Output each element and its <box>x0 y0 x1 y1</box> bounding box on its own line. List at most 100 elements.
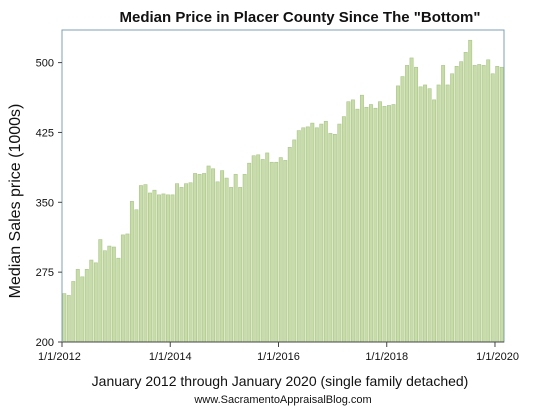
bar <box>125 233 130 343</box>
bar <box>301 127 306 343</box>
bar <box>107 245 112 343</box>
bar <box>129 201 134 343</box>
x-tick-label: 1/1/2016 <box>257 351 300 363</box>
bar <box>188 182 193 343</box>
bar <box>265 152 270 343</box>
bar <box>260 159 265 343</box>
bar <box>287 147 292 343</box>
bar <box>138 185 143 343</box>
bar <box>66 295 71 343</box>
bar <box>283 160 288 343</box>
bar <box>251 155 256 343</box>
bar <box>350 99 355 343</box>
bar <box>337 123 342 343</box>
bar <box>215 181 220 343</box>
bar <box>184 183 188 343</box>
bar <box>152 189 157 343</box>
bar <box>75 269 80 343</box>
bar <box>486 59 491 343</box>
bar <box>102 250 107 343</box>
bar <box>305 126 310 343</box>
bar <box>387 105 391 343</box>
bar <box>269 161 274 343</box>
bar <box>382 106 387 343</box>
bar <box>332 134 337 343</box>
bar <box>89 259 94 343</box>
y-tick-label: 500 <box>36 58 54 70</box>
y-tick-label: 275 <box>36 267 54 279</box>
bar <box>202 173 207 343</box>
chart-title: Median Price in Placer County Since The … <box>120 9 481 26</box>
bar <box>396 85 400 343</box>
bar <box>224 177 229 343</box>
bar <box>477 64 482 343</box>
bar <box>454 66 459 343</box>
bar <box>71 281 76 343</box>
bar <box>346 101 351 343</box>
bar <box>116 257 121 343</box>
bar <box>368 104 373 343</box>
bar <box>359 94 364 343</box>
bar <box>80 276 85 343</box>
bar <box>197 174 202 343</box>
bar <box>499 66 504 343</box>
bar <box>314 127 319 343</box>
bar <box>161 193 166 343</box>
bar <box>481 65 486 343</box>
bar <box>427 88 432 343</box>
bar <box>441 65 446 343</box>
bar <box>323 120 328 343</box>
bar <box>256 154 261 343</box>
bar <box>459 61 464 343</box>
bar <box>147 192 152 343</box>
bar <box>495 66 500 343</box>
bar <box>418 86 423 343</box>
bar <box>166 194 170 343</box>
bar <box>175 183 179 343</box>
y-axis-ticks: 200 275 350 425 500 <box>36 58 62 349</box>
bar <box>373 107 378 343</box>
x-tick-label: 1/1/2018 <box>365 351 408 363</box>
bar <box>445 84 450 343</box>
bar <box>400 76 405 343</box>
x-tick-label: 1/1/2014 <box>149 351 192 363</box>
bar <box>247 162 252 343</box>
bar <box>206 165 211 343</box>
bar <box>238 187 243 343</box>
bar <box>242 174 247 343</box>
bar <box>490 73 495 343</box>
bar <box>468 39 473 343</box>
bar <box>405 65 409 343</box>
bar <box>278 157 283 343</box>
bar <box>463 52 468 343</box>
bar <box>62 293 67 343</box>
axes <box>61 30 504 343</box>
bar <box>296 130 301 343</box>
bar <box>179 187 184 343</box>
y-tick-label: 200 <box>36 337 54 349</box>
bar <box>341 116 346 343</box>
bar <box>472 65 477 343</box>
bar <box>170 194 175 343</box>
bar <box>220 170 225 343</box>
bar <box>292 139 297 343</box>
x-tick-label: 1/1/2020 <box>476 351 519 363</box>
source-credit: www.SacramentoAppraisalBlog.com <box>193 394 371 406</box>
x-axis-ticks: 1/1/2012 1/1/2014 1/1/2016 1/1/2018 1/1/2020 <box>38 342 519 363</box>
bar <box>310 122 315 343</box>
bar <box>229 187 234 343</box>
bar <box>409 57 414 343</box>
x-tick-label: 1/1/2012 <box>38 351 81 363</box>
y-tick-label: 425 <box>36 127 54 139</box>
bar <box>98 239 103 343</box>
bar <box>120 234 125 343</box>
bar <box>378 101 382 343</box>
bar <box>111 246 116 343</box>
bar <box>414 66 419 343</box>
bar <box>391 104 396 343</box>
bar <box>143 184 148 343</box>
bar <box>364 107 369 343</box>
bar <box>134 209 139 343</box>
y-axis-label: Median Sales price (1000s) <box>7 104 24 299</box>
